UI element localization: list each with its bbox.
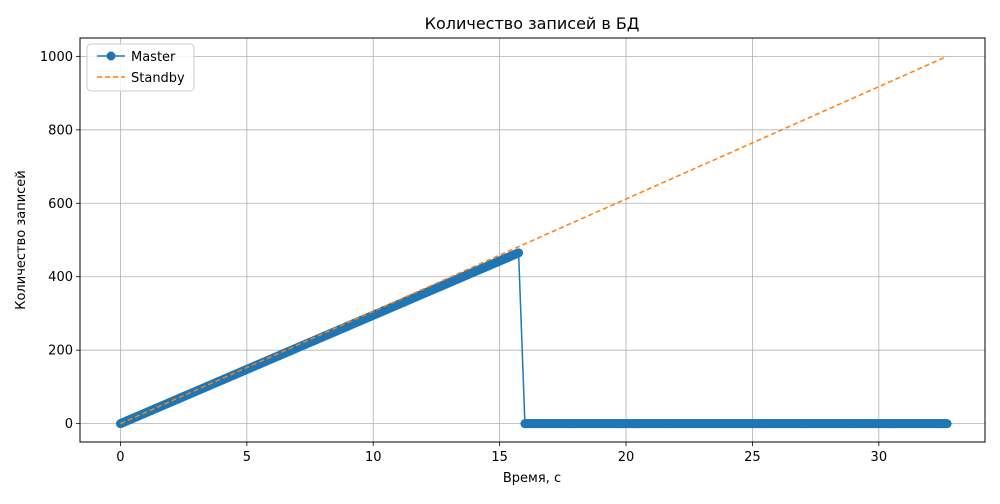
grid — [80, 38, 985, 442]
master-point — [942, 419, 952, 429]
legend-standby-label: Standby — [131, 71, 185, 86]
x-axis-label: Время, с — [503, 471, 561, 486]
y-tick-label: 400 — [48, 270, 73, 285]
chart-title: Количество записей в БД — [425, 14, 640, 33]
master-point — [514, 248, 524, 258]
plot-area — [115, 55, 952, 429]
y-axis-label: Количество записей — [14, 170, 29, 310]
y-axis-ticks: 0 200 400 600 800 1000 — [40, 50, 80, 432]
x-tick-label: 25 — [744, 450, 761, 465]
y-tick-label: 1000 — [40, 50, 73, 65]
x-tick-label: 15 — [491, 450, 508, 465]
y-tick-label: 600 — [48, 197, 73, 212]
y-tick-label: 0 — [65, 417, 73, 432]
legend: Master Standby — [86, 43, 195, 92]
x-tick-label: 20 — [618, 450, 635, 465]
standby-series-line — [120, 55, 948, 425]
x-tick-label: 10 — [365, 450, 382, 465]
x-tick-label: 30 — [871, 450, 888, 465]
legend-master-label: Master — [131, 50, 176, 65]
x-tick-label: 5 — [243, 450, 251, 465]
axes-frame — [79, 37, 986, 443]
x-axis-ticks: 0 5 10 15 20 25 30 — [116, 442, 887, 465]
x-tick-label: 0 — [116, 450, 124, 465]
legend-master-marker — [106, 51, 116, 61]
y-tick-label: 800 — [48, 123, 73, 138]
y-tick-label: 200 — [48, 344, 73, 359]
